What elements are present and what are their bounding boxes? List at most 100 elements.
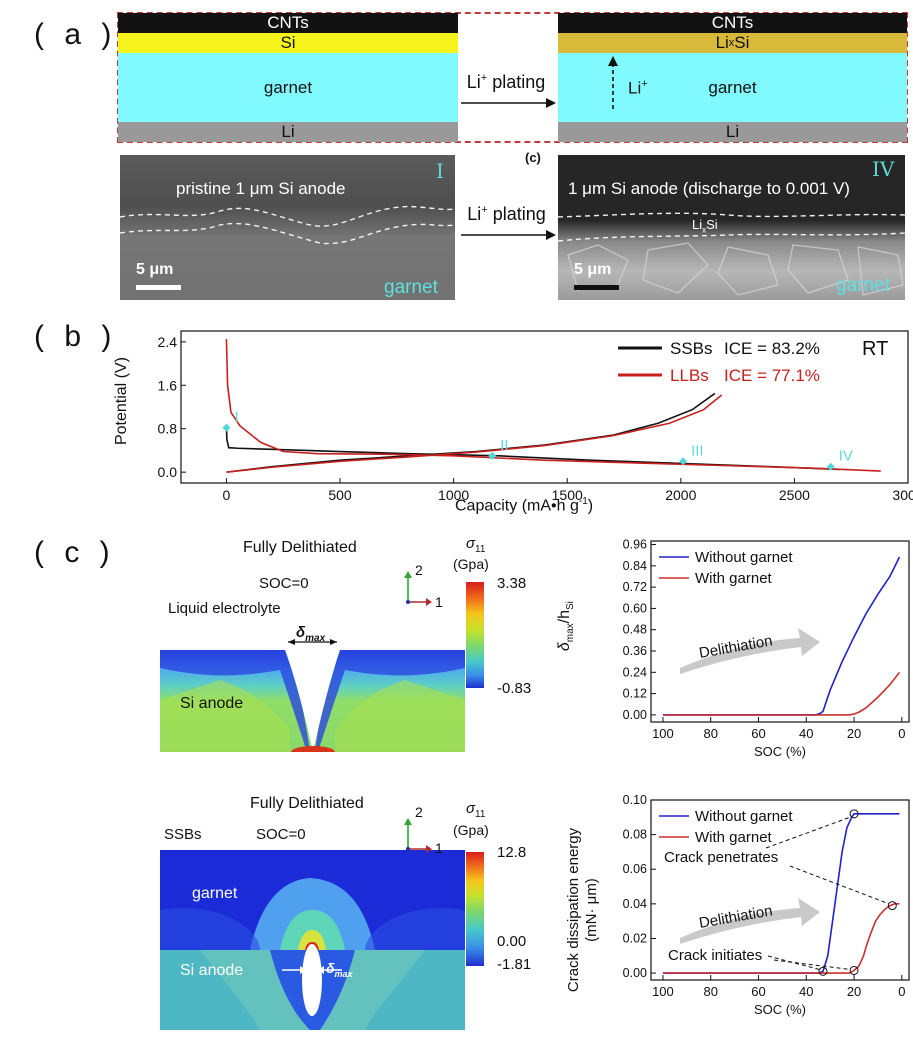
marker-label-II: II [500, 437, 508, 454]
cnt-layer-right: CNTs [558, 13, 907, 33]
marker-II [488, 451, 497, 460]
colorbar-bottom-max: 12.8 [497, 844, 527, 861]
panel-b-label: ( b ) [34, 320, 118, 353]
marker-label-III: III [691, 442, 704, 459]
series-with-garnet [662, 671, 901, 716]
y-tick-label: 0.02 [623, 931, 647, 945]
x-axis-label: SOC (%) [754, 744, 806, 759]
sim-top-si: Si anode [180, 695, 244, 712]
x-tick-label: 1500 [552, 487, 583, 503]
right-layer-stack: CNTs Li x Si garnet Li Li+ [558, 13, 907, 142]
garnet-layer: garnet [118, 53, 458, 122]
annotation-marker [887, 901, 897, 911]
crack-penetrates-label: Crack penetrates [664, 849, 778, 866]
x-tick-label: 0 [898, 726, 905, 741]
y-tick-label: 0.60 [623, 601, 647, 615]
colorbar-bottom-min: -1.81 [497, 956, 532, 973]
sim-top-soc: SOC=0 [259, 575, 309, 592]
crack-initiates-label: Crack initiates [668, 947, 762, 964]
delithiation-arrow [680, 628, 820, 674]
y-tick-label: 0.72 [623, 580, 647, 594]
sim-bottom-ssbs: SSBs [164, 826, 202, 843]
legend-ice-SSBs: ICE = 83.2% [724, 339, 820, 358]
x-axis-label: SOC (%) [754, 1002, 806, 1017]
li-layer-right: Li [558, 122, 907, 142]
x-tick-label: 20 [847, 726, 861, 741]
y-tick-label: 0.24 [623, 665, 647, 679]
annotation-marker [818, 966, 828, 976]
penetrates-leader-2 [789, 865, 889, 905]
x-tick-label: 20 [847, 984, 861, 999]
x-tick-label: 60 [751, 984, 765, 999]
initiates-leader-2 [773, 959, 851, 970]
x-tick-label: 80 [703, 726, 717, 741]
x-tick-label: 0 [223, 487, 231, 503]
li-layer: Li [118, 122, 458, 142]
legend-label: With garnet [695, 829, 773, 846]
annotation-marker [849, 965, 859, 975]
axis-1-label-bottom: 1 [435, 840, 443, 856]
chart-c1-ylabel: δmax/hSi [555, 601, 577, 652]
li-plating-label: Li+ plating [466, 72, 546, 92]
legend-label: With garnet [695, 570, 773, 587]
sim-bottom-garnet: garnet [192, 885, 238, 902]
delta-max-chart: 100 80 60 40 20 0 0.00 0.12 0.24 0.36 0.48 0.60 0.72… [623, 538, 910, 759]
marker-label-I: I [234, 409, 238, 426]
sem-arrow [461, 230, 556, 240]
capacity-potential-chart: 0500100015002000250030000.00.81.62.4IIII… [158, 330, 913, 503]
y-tick-label: 0.8 [158, 421, 178, 437]
scale-bar-label: 5 μm [136, 261, 174, 278]
colorbar-top-min: -0.83 [497, 680, 532, 697]
chart-b-rt: RT [862, 338, 889, 360]
sim-top-sigma: σ11 [466, 535, 486, 555]
li-ion-label: Li+ [628, 78, 648, 98]
colorbar-bottom [466, 852, 484, 966]
y-tick-label: 0.84 [623, 559, 647, 573]
sem-marker-iv: IV [872, 157, 895, 181]
y-tick-label: 0.00 [623, 708, 647, 722]
sim-bottom-title: Fully Delithiated [250, 795, 364, 812]
marker-IV [826, 462, 835, 471]
sim-bottom-si: Si anode [180, 962, 244, 979]
sem-grain-texture [558, 212, 905, 296]
garnet-tag-right: garnet [836, 275, 890, 296]
x-tick-label: 40 [799, 984, 813, 999]
initiates-leader-1 [767, 955, 820, 970]
annotation-marker [849, 809, 859, 819]
colorbar-top [466, 582, 484, 688]
series-ssbs-charge [226, 392, 716, 473]
y-tick-label: 0.48 [623, 623, 647, 637]
si-layer: Si [118, 33, 458, 53]
x-tick-label: 40 [799, 726, 813, 741]
plot-frame [180, 330, 909, 484]
x-tick-label: 100 [652, 984, 674, 999]
y-tick-label: 0.96 [623, 538, 647, 552]
marker-III [679, 457, 688, 466]
colorbar-top-max: 3.38 [497, 575, 527, 592]
y-tick-label: 0.08 [623, 828, 647, 842]
legend-label: Without garnet [695, 808, 793, 825]
sim-bottom-soc: SOC=0 [256, 826, 306, 843]
y-tick-label: 0.06 [623, 862, 647, 876]
chart-b-xlabel: Capacity (mA•h g-1) [455, 496, 594, 515]
cnt-layer: CNTs [118, 13, 458, 33]
sem-lixsi-label: LixSi [692, 217, 718, 235]
sim-top-title: Fully Delithiated [243, 539, 357, 556]
axis-triad-icon [404, 571, 432, 606]
panel-a-label: ( a ) [34, 18, 118, 51]
x-tick-label: 1000 [438, 487, 469, 503]
y-tick-label: 0.12 [623, 687, 647, 701]
y-tick-label: 0.0 [158, 464, 178, 480]
crack-energy-chart: 100 80 60 40 20 0 0.00 0.02 0.04 0.06 0.08 0.10 SOC … [623, 793, 910, 1017]
y-tick-label: 0.00 [623, 966, 647, 980]
y-tick-label: 0.04 [623, 897, 647, 911]
series-llbs-discharge [225, 339, 881, 472]
axis-1-label: 1 [435, 594, 443, 610]
x-tick-label: 500 [328, 487, 352, 503]
y-tick-label: 2.4 [158, 334, 178, 350]
scale-bar-label-right: 5 μm [574, 261, 612, 278]
legend-name-LLBs: LLBs [670, 366, 709, 385]
sem-interface-lines [120, 205, 455, 300]
sem-image-discharged: 1 μm Si anode (discharge to 0.001 V) IV … [558, 155, 905, 300]
